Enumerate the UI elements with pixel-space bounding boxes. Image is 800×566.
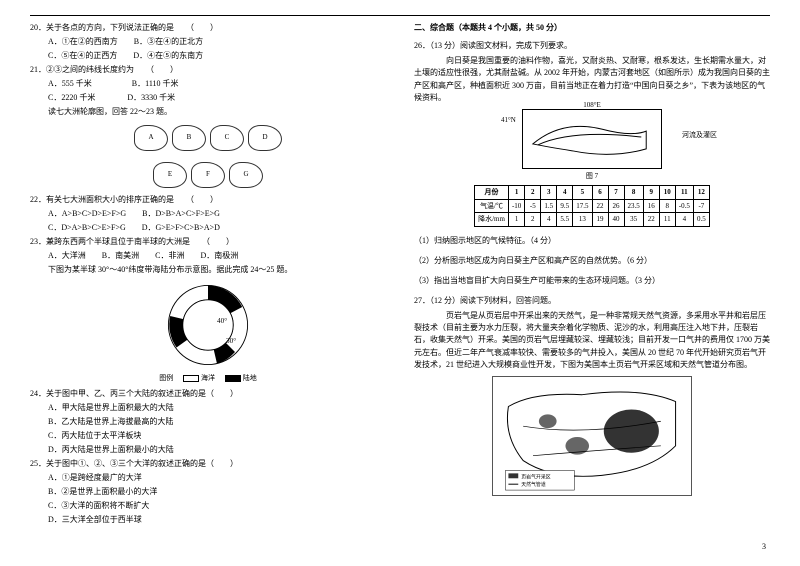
- ring-legend: 图例 海洋 陆地: [30, 373, 386, 384]
- us-shale-map: 页岩气开采区 天然气管道: [492, 376, 692, 496]
- q24-stem: 24．关于图中甲、乙、丙三个大陆的叙述正确的是（ ）: [30, 388, 386, 400]
- section-title: 二、综合题（本题共 4 个小题，共 50 分）: [414, 22, 770, 34]
- q26-sub3: （3）指出当地盲目扩大向日葵生产可能带来的生态环境问题。（3 分）: [414, 275, 770, 287]
- map-top-label: 108°E: [583, 100, 601, 111]
- th: 月份: [475, 186, 509, 200]
- right-column: 二、综合题（本题共 4 个小题，共 50 分） 26．（13 分）阅读图文材料，…: [414, 20, 770, 540]
- continent-shape: C: [210, 125, 244, 151]
- legend-sea: 海洋: [201, 374, 215, 382]
- q26-map: 108°E 41°N 河流及灌区: [522, 109, 662, 169]
- continents-diagram: A B C D E F G: [128, 121, 288, 191]
- q21-tail: 读七大洲轮廓图，回答 22～23 题。: [30, 106, 386, 118]
- q26-sub1: （1）归纳图示地区的气候特征。（4 分）: [414, 235, 770, 247]
- continent-shape: B: [172, 125, 206, 151]
- q23-stem: 23．兼跨东西两个半球且位于南半球的大洲是 （ ）: [30, 236, 386, 248]
- q26-head: 26．（13 分）阅读图文材料，完成下列要求。: [414, 40, 770, 52]
- left-column: 20．关于各点的方向，下列说法正确的是 （ ） A．①在②的西南方 B．③在④的…: [30, 20, 386, 540]
- q23-tail: 下图为某半球 30°～40°纬度带海陆分布示意图。据此完成 24～25 题。: [30, 264, 386, 276]
- q20-stem: 20．关于各点的方向，下列说法正确的是 （ ）: [30, 22, 386, 34]
- q21-opt-a: A．555 千米 B．1110 千米: [30, 78, 386, 90]
- q20-opt-b: C．⑤在④的正西方 D．④在⑤的东南方: [30, 50, 386, 62]
- map-caption: 图 7: [414, 171, 770, 182]
- q20-opt-a: A．①在②的西南方 B．③在④的正北方: [30, 36, 386, 48]
- table-row: 月份 123456789101112: [475, 186, 710, 200]
- q24-a: A．甲大陆是世界上面积最大的大陆: [30, 402, 386, 414]
- q26-sub2: （2）分析图示地区成为向日葵主产区和高产区的自然优势。（6 分）: [414, 255, 770, 267]
- page-number: 3: [762, 542, 766, 551]
- q23-opt-a: A．大洋洲 B．南美洲 C．非洲 D．南极洲: [30, 250, 386, 262]
- q22-opt-b: C．D>A>B>C>E>F>G D．G>E>F>C>B>A>D: [30, 222, 386, 234]
- continent-shape: D: [248, 125, 282, 151]
- q21-opt-b: C．2220 千米 D．3330 千米: [30, 92, 386, 104]
- continent-shape: E: [153, 162, 187, 188]
- legend-land: 陆地: [243, 374, 257, 382]
- climate-table: 月份 123456789101112 气温/℃-10-51.59.517.522…: [474, 185, 710, 227]
- map-side-label: 河流及灌区: [682, 130, 717, 141]
- table-row: 降水/mm1245.513194035221140.5: [475, 213, 710, 227]
- q21-stem: 21．②③之间的纬线长度约为 （ ）: [30, 64, 386, 76]
- continent-shape: A: [134, 125, 168, 151]
- q25-d: D．三大洋全部位于西半球: [30, 514, 386, 526]
- q26-para: 向日葵是我国重要的油料作物，喜光，又耐炎热、又耐寒，根系发达，生长期需水量大，对…: [414, 55, 770, 105]
- q27-head: 27．（12 分）阅读下列材料，回答问题。: [414, 295, 770, 307]
- q24-c: C．丙大陆位于太平洋板块: [30, 430, 386, 442]
- svg-text:页岩气开采区: 页岩气开采区: [521, 473, 551, 480]
- ring-label-30: 30°: [226, 337, 236, 345]
- page-top-rule: [30, 15, 770, 16]
- q24-d: D．丙大陆是世界上面积最小的大陆: [30, 444, 386, 456]
- map-left-label: 41°N: [501, 115, 516, 126]
- ring-label-40: 40°: [217, 317, 227, 325]
- continent-shape: F: [191, 162, 225, 188]
- q27-para: 页岩气是从页岩层中开采出来的天然气，是一种非常规天然气资源，多采用水平井和岩层压…: [414, 310, 770, 372]
- legend-swatch-sea: [183, 375, 199, 382]
- legend-swatch-land: [225, 375, 241, 382]
- q25-b: B．②是世界上面积最小的大洋: [30, 486, 386, 498]
- q22-opt-a: A．A>B>C>D>E>F>G B．D>B>A>C>F>E>G: [30, 208, 386, 220]
- two-column-layout: 20．关于各点的方向，下列说法正确的是 （ ） A．①在②的西南方 B．③在④的…: [30, 20, 770, 540]
- q25-c: C．③大洋的面积将不断扩大: [30, 500, 386, 512]
- legend-title: 图例: [159, 373, 173, 384]
- q25-a: A．①是跨经度最广的大洋: [30, 472, 386, 484]
- table-row: 气温/℃-10-51.59.517.5222623.5168-0.5-7: [475, 199, 710, 213]
- svg-text:天然气管道: 天然气管道: [521, 481, 546, 488]
- continent-shape: G: [229, 162, 263, 188]
- ring-diagram: 40° 30° 图例 海洋 陆地: [30, 280, 386, 384]
- q24-b: B．乙大陆是世界上海拔最高的大陆: [30, 416, 386, 428]
- q25-stem: 25．关于图中①、②、③三个大洋的叙述正确的是（ ）: [30, 458, 386, 470]
- q22-stem: 22．有关七大洲面积大小的排序正确的是 （ ）: [30, 194, 386, 206]
